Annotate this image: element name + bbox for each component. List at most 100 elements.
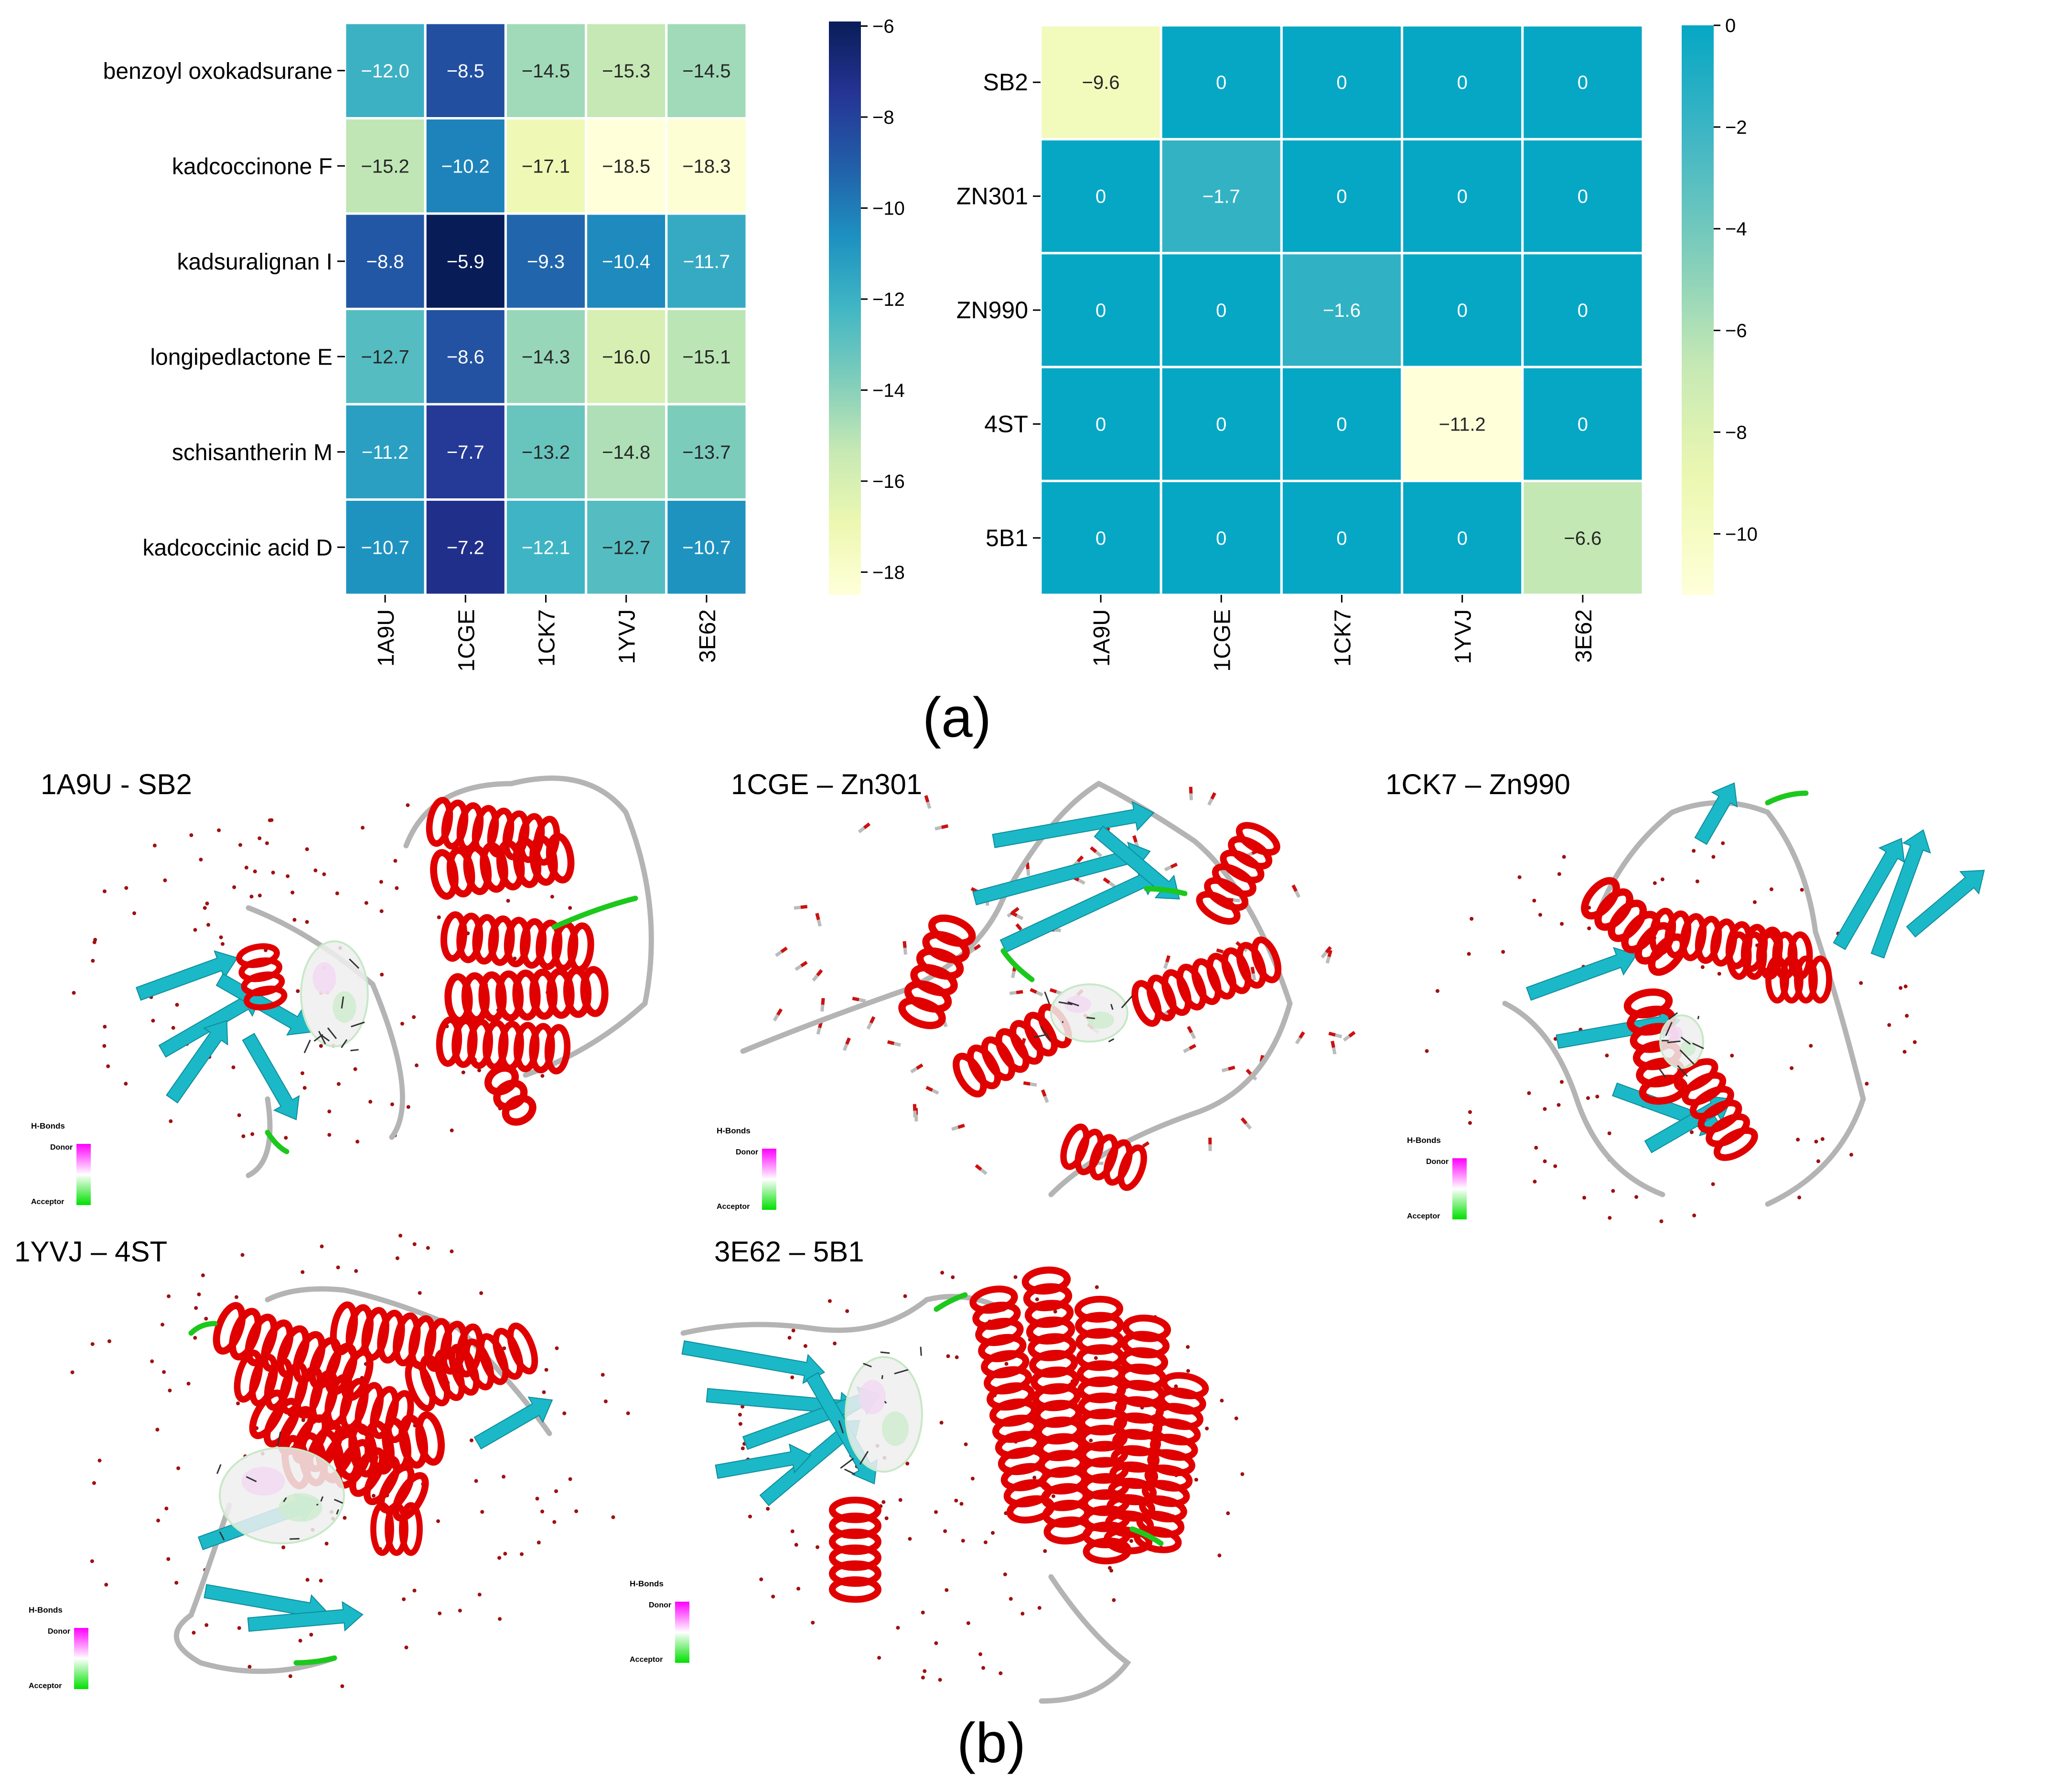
pocket-acceptor-region [882, 1411, 909, 1446]
heatmap-1-cell-value: −12.7 [361, 346, 409, 367]
heatmap-1-cell-value: −8.5 [447, 61, 484, 82]
water-molecule [1912, 1040, 1917, 1044]
coil-loop [1502, 1001, 1665, 1197]
water-molecule [205, 901, 209, 905]
water-molecule [104, 1583, 108, 1587]
water-molecule [921, 1675, 925, 1680]
water-molecule [102, 1044, 107, 1048]
heatmap-2-row-label: SB2 [983, 69, 1028, 96]
water-stick [1023, 1081, 1037, 1087]
water-molecule [1095, 1285, 1099, 1289]
water-molecule [249, 894, 254, 899]
water-molecule [286, 874, 290, 878]
water-molecule [93, 937, 97, 942]
heatmap-2-cell [1521, 138, 1644, 255]
water-molecule [240, 1253, 245, 1257]
coil-loop [173, 1502, 337, 1674]
water-molecule [1004, 1362, 1009, 1366]
residue-stick [838, 1420, 844, 1434]
water-molecule [555, 1346, 559, 1350]
hbond-legend-gradient [76, 1144, 91, 1205]
hbond-legend-title: H-Bonds [630, 1579, 664, 1588]
hbond-legend: H-Bonds Donor Acceptor [1407, 1136, 1467, 1220]
heatmap-2-cell-value: 0 [1095, 414, 1106, 435]
water-molecule [469, 1438, 473, 1443]
water-molecule [1721, 841, 1725, 845]
water-molecule [1814, 1140, 1818, 1144]
beta-strand-arrow [1870, 829, 1931, 959]
water-molecule [480, 1510, 484, 1514]
hbond-legend-gradient [762, 1149, 776, 1210]
water-molecule [951, 1275, 955, 1280]
heatmap-1-cell-value: −8.8 [366, 251, 404, 272]
heatmap-1-cell [504, 117, 588, 215]
water-molecule [1659, 1219, 1664, 1223]
heatmap-2-cell-value: 0 [1216, 72, 1226, 93]
heatmap-2-column-label: 1CGE [1210, 609, 1235, 672]
heatmap-1-cell [665, 117, 748, 215]
heatmap-1-row-label: kadsuralignan I [177, 249, 333, 275]
beta-strand-arrow [247, 1601, 364, 1632]
water-molecule [269, 818, 274, 822]
heatmap-1-row-label: longipedlactone E [150, 345, 333, 370]
water-molecule [946, 1354, 950, 1358]
water-molecule [1559, 1080, 1564, 1084]
water-molecule [186, 1381, 191, 1386]
water-molecule [379, 880, 383, 884]
water-molecule [174, 1581, 179, 1585]
water-stick [815, 913, 822, 927]
water-molecule [176, 1466, 181, 1470]
heatmap-2-row-label: 4ST [984, 410, 1028, 437]
water-molecule [964, 1442, 968, 1446]
water-molecule [364, 901, 368, 905]
colorbar-2-tick-label: −2 [1725, 117, 1747, 138]
coil-loop [934, 1292, 968, 1312]
water-molecule [336, 1082, 341, 1086]
water-molecule [759, 1577, 763, 1582]
water-molecule [1186, 1369, 1190, 1373]
water-molecule [1899, 986, 1903, 990]
water-molecule [1796, 1138, 1800, 1142]
water-molecule [1730, 1054, 1734, 1058]
heatmap-1-cell [424, 498, 507, 596]
helix-ribbon [484, 1064, 537, 1126]
heatmap-2-cell-value: −6.6 [1564, 528, 1601, 549]
heatmap-2-cell-value: 0 [1457, 528, 1468, 549]
water-molecule [474, 1479, 478, 1483]
heatmap-1-cells: −12.0 −8.5 −14.5 −15.3 −14.5 −15.2 −10.2 −17.1 −… [344, 22, 748, 596]
binding-pocket-surface [300, 940, 369, 1047]
water-molecule [934, 1641, 938, 1645]
colorbar-2-tick-label: −4 [1725, 219, 1747, 240]
panel-label-b: (b) [957, 1712, 1026, 1775]
heatmap-ligand-energy: −9.6 0 0 0 0 0 −1.7 0 0 0 0 0 −1.6 0 0 0 0 0 −11.2 0 0 0 0 0 −6.… [956, 15, 1758, 672]
water-molecule [498, 1617, 502, 1621]
water-stick [1103, 877, 1116, 888]
beta-strand-arrow [715, 1443, 812, 1479]
water-molecule [1003, 1572, 1007, 1576]
water-molecule [90, 1342, 95, 1346]
heatmap-2-column-label: 1YVJ [1451, 609, 1476, 664]
hbond-legend: H-Bonds Donor Acceptor [630, 1579, 689, 1664]
water-stick [1163, 955, 1170, 969]
pocket-donor-region [241, 1467, 285, 1496]
water-molecule [461, 1070, 465, 1075]
water-molecule [1587, 926, 1591, 930]
heatmap-1-row-label: kadcoccinic acid D [143, 535, 333, 560]
hbond-legend: H-Bonds Donor Acceptor [31, 1121, 91, 1206]
water-molecule [284, 1136, 288, 1140]
water-molecule [1557, 872, 1561, 876]
water-molecule [164, 1507, 169, 1511]
residue-stick [1658, 1068, 1666, 1078]
water-molecule [313, 868, 318, 872]
water-molecule [741, 1446, 745, 1451]
residue-stick [341, 996, 344, 1009]
heatmap-1-cell-value: −10.2 [441, 156, 490, 177]
water-molecule [1051, 1494, 1055, 1498]
water-molecule [905, 1462, 910, 1466]
water-molecule [163, 878, 167, 883]
heatmap-1-cell-value: −14.5 [682, 61, 730, 82]
heatmap-2-cell-value: 0 [1336, 414, 1347, 435]
heatmap-2-cell [1521, 24, 1644, 140]
water-molecule [288, 1674, 292, 1679]
water-stick [934, 824, 949, 831]
